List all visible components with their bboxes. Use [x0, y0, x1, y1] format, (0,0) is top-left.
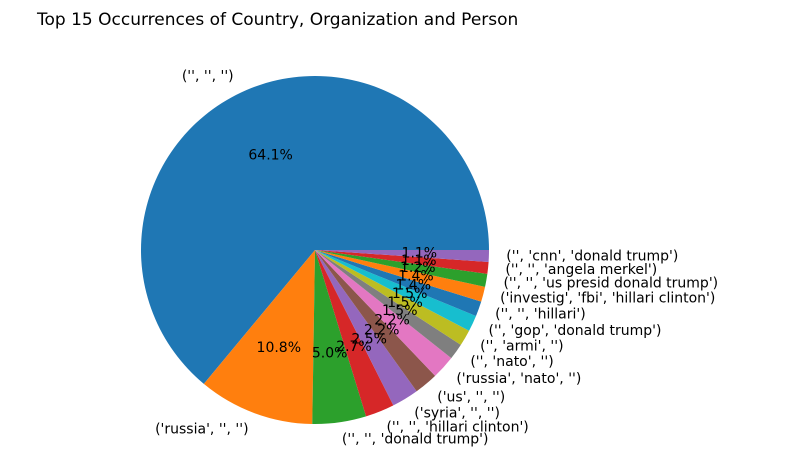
- slice-category-label: ('', 'armi', ''): [480, 339, 563, 355]
- pie-percent-labels: 64.1%10.8% 5.0%2.7%2.5%2.2%2.2%1.5%1.5%1.…: [248, 148, 437, 362]
- slice-percent-label: 2.2%: [364, 322, 400, 338]
- pie-slice: [203, 250, 315, 424]
- slice-percent-label: 5.0%: [312, 345, 348, 361]
- slice-percent-label: 1.5%: [392, 286, 428, 302]
- slice-percent-label: 1.5%: [387, 295, 423, 311]
- pie-slice: [312, 250, 367, 425]
- pie-slice: [315, 250, 486, 302]
- pie-slice: [315, 250, 461, 359]
- slice-percent-label: 1.1%: [401, 253, 437, 269]
- slice-category-label: ('', '', 'angela merkel'): [505, 262, 657, 278]
- slice-category-label: ('investig', 'fbi', 'hillari clinton'): [500, 291, 715, 307]
- slice-category-label: ('russia', 'nato', ''): [456, 371, 581, 387]
- slice-category-label: ('', 'gop', 'donald trump'): [489, 323, 662, 339]
- pie-slice: [315, 250, 417, 406]
- slice-percent-label: 1.5%: [382, 303, 418, 319]
- slice-percent-label: 2.7%: [336, 339, 372, 355]
- slice-category-label: ('russia', '', ''): [155, 422, 249, 438]
- pie-slices: [141, 75, 489, 425]
- slice-category-label: ('', 'cnn', 'donald trump'): [506, 249, 678, 265]
- pie-slice: [315, 250, 489, 274]
- pie-slice: [315, 250, 488, 287]
- slice-category-label: ('syria', '', ''): [414, 406, 500, 422]
- slice-percent-label: 1.2%: [400, 260, 436, 276]
- slice-category-label: ('us', '', ''): [437, 389, 505, 405]
- slice-percent-label: 64.1%: [248, 148, 292, 164]
- slice-percent-label: 10.8%: [257, 340, 301, 356]
- pie-slice: [315, 250, 436, 392]
- pie-slice: [315, 250, 452, 376]
- slice-category-label: ('', 'nato', ''): [470, 354, 553, 370]
- slice-percent-label: 1.4%: [395, 277, 431, 293]
- slice-category-label: ('', '', 'hillari'): [495, 307, 586, 323]
- slice-percent-label: 1.1%: [402, 246, 438, 262]
- pie-slice: [315, 250, 477, 331]
- pie-slice: [315, 250, 489, 262]
- pie-category-labels: ('', '', '') ('russia', '', '') ('', '', '…: [155, 69, 718, 448]
- slice-category-label: ('', '', 'hillari clinton'): [386, 420, 528, 436]
- slice-percent-label: 2.5%: [351, 331, 387, 347]
- pie-slice: [315, 250, 394, 417]
- slice-percent-label: 2.2%: [374, 312, 410, 328]
- chart-title: Top 15 Occurrences of Country, Organizat…: [36, 10, 518, 30]
- pie-slice: [315, 250, 482, 316]
- slice-category-label: ('', '', 'us presid donald trump'): [503, 275, 718, 291]
- pie-slice: [315, 250, 470, 345]
- slice-percent-label: 1.4%: [398, 269, 434, 285]
- slice-category-label: ('', '', 'donald trump'): [342, 432, 489, 448]
- slice-category-label: ('', '', ''): [182, 69, 234, 85]
- pie-slice: [141, 75, 489, 384]
